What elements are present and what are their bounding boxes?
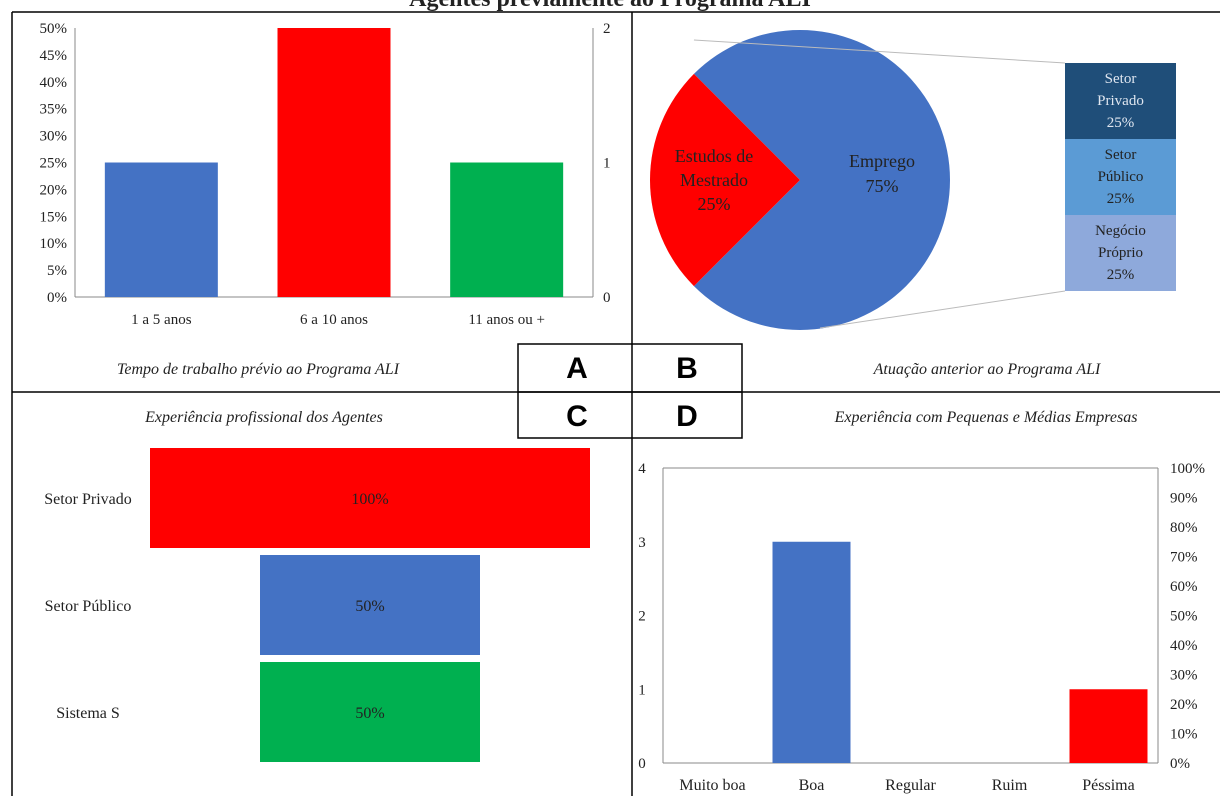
chart-d-category-label: Péssima [1082, 777, 1134, 794]
chart-d-left-tick-label: 1 [638, 682, 646, 698]
chart-b-slice-pct: 75% [866, 176, 899, 196]
chart-c-bar [150, 448, 590, 548]
chart-a-left-tick-label: 0% [47, 290, 67, 306]
chart-d-bar [1069, 689, 1148, 763]
chart-b-slice-label: Mestrado [680, 170, 748, 190]
chart-b-breakdown-segment [1065, 139, 1176, 215]
chart-a-left-tick-label: 20% [40, 182, 68, 198]
chart-a-bar [450, 162, 564, 297]
chart-a-category-label: 6 a 10 anos [300, 312, 368, 328]
chart-c-bar [260, 555, 480, 655]
chart-a-left-tick-label: 25% [40, 156, 68, 172]
chart-c-category-label: Setor Privado [44, 491, 132, 508]
chart-a-left-tick-label: 5% [47, 263, 67, 279]
chart-c-category-label: Sistema S [56, 705, 120, 722]
panel-letter-d: D [676, 400, 698, 433]
chart-d-category-label: Ruim [992, 777, 1028, 794]
chart-d-category-label: Muito boa [679, 777, 745, 794]
chart-c-title: Experiência profissional dos Agentes [144, 409, 383, 426]
chart-b-slice-pct: 25% [698, 194, 731, 214]
chart-d-right-tick-label: 10% [1170, 727, 1198, 743]
chart-b-breakdown-label: Privado [1097, 93, 1144, 109]
chart-d-left-tick-label: 4 [638, 461, 646, 477]
chart-a-left-tick-label: 35% [40, 102, 68, 118]
chart-c-value-label: 50% [355, 598, 384, 615]
chart-b-connector-top [693, 39, 1066, 64]
chart-a-right-tick-label: 2 [603, 21, 611, 37]
chart-b-title: Atuação anterior ao Programa ALI [873, 361, 1101, 378]
chart-b-breakdown-segment [1065, 63, 1176, 139]
chart-b-breakdown-pct: 25% [1107, 191, 1135, 207]
chart-a-left-tick-label: 30% [40, 129, 68, 145]
chart-d-category-label: Regular [885, 777, 936, 794]
chart-d-left-tick-label: 0 [638, 756, 646, 772]
chart-a-category-label: 1 a 5 anos [131, 312, 192, 328]
chart-c-value-label: 50% [355, 705, 384, 722]
chart-b-breakdown-pct: 25% [1107, 267, 1135, 283]
chart-d-title: Experiência com Pequenas e Médias Empres… [834, 409, 1138, 426]
panel-letter-box [517, 343, 743, 439]
chart-d-right-tick-label: 30% [1170, 668, 1198, 684]
chart-a-left-tick-label: 10% [40, 236, 68, 252]
chart-d-bar [772, 541, 851, 763]
chart-d-right-tick-label: 40% [1170, 638, 1198, 654]
panel-letter-b: B [676, 352, 698, 385]
chart-d-right-tick-label: 50% [1170, 609, 1198, 625]
chart-a-bar [104, 162, 218, 297]
chart-a-bar [277, 28, 391, 297]
page-title: Agentes previamente ao Programa ALI [0, 0, 1220, 12]
chart-d-right-tick-label: 70% [1170, 550, 1198, 566]
chart-a-left-tick-label: 40% [40, 75, 68, 91]
chart-d-category-label: Boa [799, 777, 825, 794]
chart-d-left-tick-label: 2 [638, 609, 646, 625]
chart-c-category-label: Setor Público [45, 598, 132, 615]
chart-b-breakdown-label: Negócio [1095, 223, 1146, 239]
chart-b-breakdown-pct: 25% [1107, 115, 1135, 131]
chart-b-breakdown-label: Público [1098, 169, 1144, 185]
chart-b-breakdown-label: Próprio [1098, 245, 1143, 261]
chart-a-left-tick-label: 15% [40, 209, 68, 225]
chart-d-right-tick-label: 20% [1170, 697, 1198, 713]
chart-d-left-tick-label: 3 [638, 535, 646, 551]
chart-c-value-label: 100% [351, 491, 388, 508]
chart-b-pie-slice-mestrado [650, 73, 800, 287]
chart-b-breakdown-label: Setor [1105, 71, 1137, 87]
chart-d-right-tick-label: 90% [1170, 491, 1198, 507]
panel-letter-a: A [566, 352, 588, 385]
chart-d-right-tick-label: 60% [1170, 579, 1198, 595]
panel-letter-c: C [566, 400, 588, 433]
chart-b-slice-label: Estudos de [675, 146, 754, 166]
chart-a-right-tick-label: 0 [603, 290, 611, 306]
chart-b-pie-slice-emprego [693, 30, 950, 330]
chart-d-right-tick-label: 80% [1170, 520, 1198, 536]
chart-a-left-tick-label: 50% [40, 21, 68, 37]
chart-a-category-label: 11 anos ou + [468, 312, 545, 328]
chart-b-connector-bottom [819, 290, 1066, 329]
chart-a-title: Tempo de trabalho prévio ao Programa ALI [117, 361, 400, 378]
chart-b-slice-label: Emprego [849, 151, 915, 171]
chart-c-bar [260, 662, 480, 762]
chart-a-right-tick-label: 1 [603, 156, 611, 172]
chart-d-right-tick-label: 100% [1170, 461, 1205, 477]
chart-b-breakdown-label: Setor [1105, 147, 1137, 163]
chart-b-breakdown-segment [1065, 215, 1176, 291]
chart-a-left-tick-label: 45% [40, 48, 68, 64]
chart-d-right-tick-label: 0% [1170, 756, 1190, 772]
